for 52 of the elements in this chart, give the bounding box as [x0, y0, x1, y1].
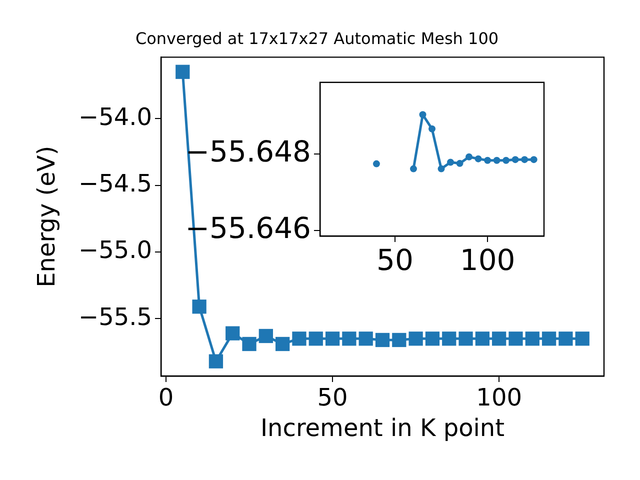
point: [456, 160, 464, 167]
point: [408, 332, 423, 346]
point: [208, 354, 224, 368]
point: [372, 160, 380, 168]
point: [438, 165, 445, 172]
point: [466, 153, 473, 160]
point: [447, 158, 454, 166]
point: [308, 332, 323, 346]
point: [242, 336, 256, 352]
point: [258, 328, 273, 344]
y-tick-label: −54.0: [78, 102, 152, 131]
point: [474, 155, 482, 162]
point: [475, 332, 490, 346]
point: [542, 332, 556, 346]
point: [375, 332, 390, 348]
point: [458, 332, 473, 346]
point: [484, 156, 492, 164]
point: [419, 111, 426, 118]
point: [226, 326, 240, 340]
point: [512, 156, 519, 164]
point: [392, 332, 406, 348]
point: [575, 332, 590, 346]
point: [493, 156, 500, 164]
y-axis-title: Energy (eV): [32, 146, 61, 288]
point: [558, 332, 573, 346]
point: [358, 332, 373, 346]
y-tick-label: −55.5: [78, 302, 152, 331]
x-tick-label: 50: [317, 384, 348, 412]
point: [342, 332, 356, 346]
point: [428, 125, 436, 132]
x-axis-title: Increment in K point: [260, 414, 505, 442]
point: [492, 332, 506, 346]
point: [525, 332, 540, 346]
point: [508, 332, 523, 346]
point: [410, 165, 417, 172]
point: [502, 156, 510, 164]
point: [521, 156, 528, 164]
point: [292, 332, 306, 346]
x-tick-label: 100: [460, 242, 516, 277]
point: [425, 332, 440, 346]
chart-title: Converged at 17x17x27 Automatic Mesh 100: [135, 28, 499, 48]
y-tick-label: −55.0: [78, 236, 152, 264]
point: [325, 332, 340, 346]
point: [530, 156, 538, 164]
x-tick-label: 50: [376, 242, 414, 277]
y-tick-label: −54.5: [78, 169, 152, 198]
x-tick-label: 100: [476, 384, 522, 412]
point: [276, 336, 290, 352]
point: [176, 64, 190, 79]
x-tick-label: 0: [158, 384, 174, 412]
point: [192, 300, 206, 314]
point: [442, 332, 456, 346]
